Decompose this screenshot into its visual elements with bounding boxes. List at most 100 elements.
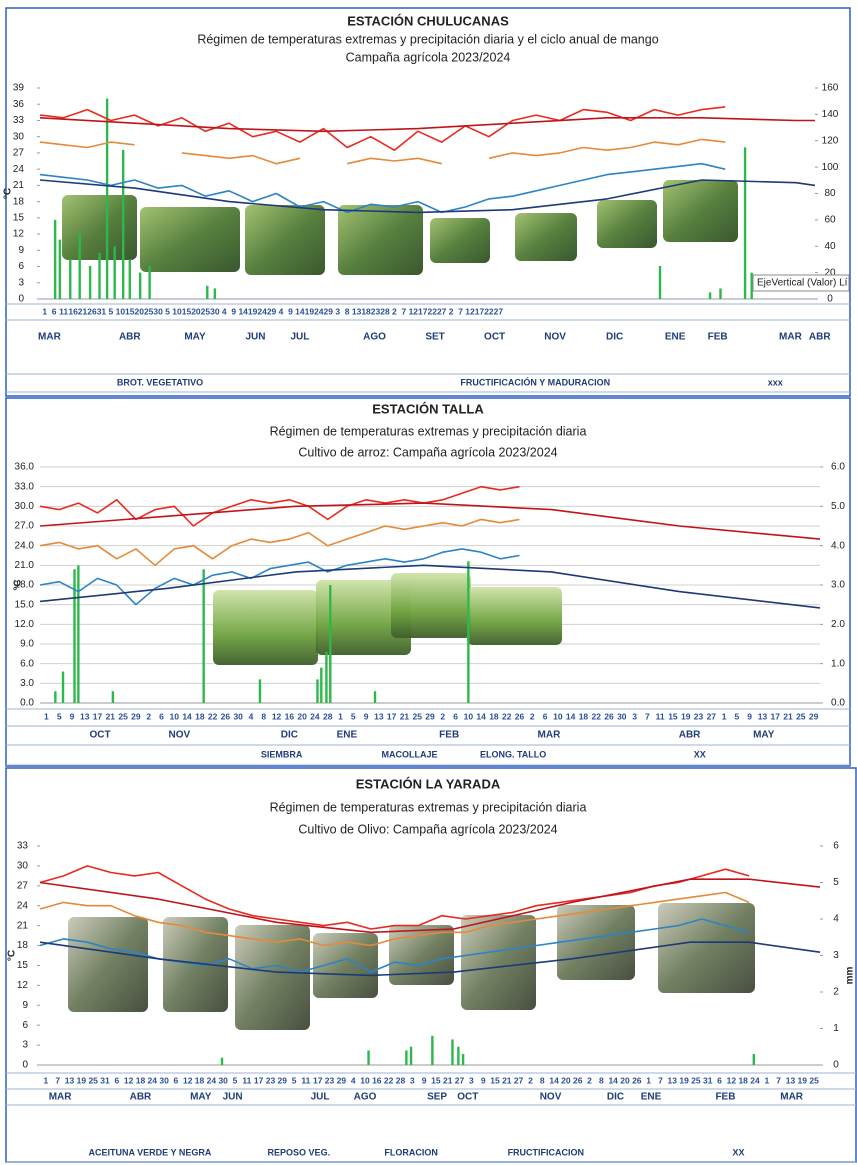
y-tick-label: 0 — [18, 294, 24, 305]
precip-bar — [202, 569, 205, 703]
day-label: 20 — [135, 306, 145, 316]
y-tick-label: 24 — [13, 164, 25, 175]
crop-photo — [316, 580, 411, 655]
precip-bar — [53, 219, 57, 299]
crop-photo — [245, 205, 325, 275]
temperature-line — [39, 878, 821, 934]
y-tick-label: 18 — [13, 196, 25, 207]
crop-photo — [467, 587, 562, 645]
day-label: 24 — [750, 1075, 760, 1085]
day-label: 24 — [314, 306, 324, 316]
day-label: 19 — [681, 711, 691, 721]
y-tick-label: 24 — [17, 900, 29, 911]
y-tick-label: 36 — [13, 99, 25, 110]
y-tick-label: 3.0 — [20, 678, 34, 689]
chart-subtitle: Régimen de temperaturas extremas y preci… — [197, 32, 658, 46]
day-label: 21 — [78, 306, 88, 316]
crop-photo — [389, 925, 454, 985]
stage-label: ELONG. TALLO — [480, 749, 546, 759]
tooltip-box — [752, 274, 850, 292]
y-tick-label: 18.0 — [15, 580, 35, 591]
y-tick-label: 0.0 — [20, 698, 34, 709]
day-label: 29 — [425, 711, 435, 721]
day-label: 17 — [771, 711, 781, 721]
day-label: 29 — [324, 306, 334, 316]
day-label: 6 — [453, 711, 458, 721]
day-label: 19 — [77, 1075, 87, 1085]
day-label: 10 — [360, 1075, 370, 1085]
crop-photo — [313, 933, 378, 998]
day-label: 10 — [464, 711, 474, 721]
precip-bar — [752, 1054, 756, 1065]
crop-photo — [213, 590, 318, 665]
day-label: 12 — [124, 1075, 134, 1085]
day-label: 30 — [153, 306, 163, 316]
day-label: 18 — [489, 711, 499, 721]
day-label: 18 — [195, 711, 205, 721]
y-axis-label: °C — [7, 950, 18, 961]
day-label: 22 — [208, 711, 218, 721]
day-label: 23 — [371, 306, 381, 316]
chart-panel: ESTACIÓN CHULUCANAS Régimen de temperatur… — [3, 7, 851, 397]
crop-photo — [140, 207, 240, 272]
precip-bar — [113, 246, 116, 299]
y-tick-label: 3 — [18, 277, 24, 288]
y-axis-label: °C — [13, 579, 24, 590]
y-tick-label: 27 — [13, 148, 25, 159]
temperature-line — [39, 138, 726, 165]
precip-bar — [73, 569, 76, 703]
chart-subtitle: Régimen de temperaturas extremas y preci… — [270, 800, 587, 814]
day-label: 26 — [515, 711, 525, 721]
crop-photo — [391, 573, 471, 638]
day-label: 11 — [242, 1075, 251, 1085]
day-label: 6 — [114, 1075, 119, 1085]
precip-bar — [750, 272, 753, 299]
day-label: 29 — [267, 306, 277, 316]
temperature-line — [39, 485, 520, 527]
y2-tick-label: 80 — [824, 188, 836, 199]
y-tick-label: 6.0 — [20, 658, 34, 669]
day-label: 5 — [165, 306, 170, 316]
day-label: 5 — [57, 711, 62, 721]
stage-label: REPOSO VEG. — [268, 1147, 331, 1157]
day-label: 14 — [566, 711, 576, 721]
day-label: 3 — [410, 1075, 415, 1085]
day-label: 28 — [380, 306, 390, 316]
day-label: 19 — [305, 306, 315, 316]
y-tick-label: 21.0 — [15, 560, 35, 571]
day-label: 16 — [68, 306, 78, 316]
day-label: 6 — [159, 711, 164, 721]
day-label: 10 — [170, 711, 180, 721]
crop-photo — [515, 213, 577, 261]
y2-tick-label: 0 — [833, 1060, 839, 1071]
day-label: 27 — [455, 1075, 465, 1085]
day-label: 4 — [279, 306, 284, 316]
day-label: 20 — [561, 1075, 571, 1085]
day-label: 1 — [44, 1075, 49, 1085]
day-label: 2 — [440, 711, 445, 721]
day-label: 13 — [374, 711, 384, 721]
precip-bar — [69, 259, 72, 299]
month-label: ENE — [337, 730, 358, 741]
temperature-line — [39, 941, 821, 977]
y-tick-label: 9 — [18, 245, 24, 256]
day-label: 28 — [396, 1075, 406, 1085]
y-tick-label: 39 — [13, 83, 25, 94]
day-label: 2 — [392, 306, 397, 316]
stage-label: SIEMBRA — [261, 749, 303, 759]
month-label: JUL — [311, 1092, 330, 1103]
y-tick-label: 27.0 — [15, 521, 35, 532]
precip-bar — [111, 691, 115, 703]
y-tick-label: 24.0 — [15, 540, 35, 551]
y-tick-label: 15.0 — [15, 599, 35, 610]
precip-bar — [457, 1046, 460, 1065]
temperature-line — [39, 162, 726, 214]
day-label: 9 — [422, 1075, 427, 1085]
precip-bar — [719, 288, 722, 299]
day-label: 1 — [42, 306, 47, 316]
day-label: 29 — [337, 1075, 347, 1085]
day-label: 10 — [116, 306, 126, 316]
temperature-line — [39, 865, 750, 930]
y-tick-label: 33 — [13, 115, 25, 126]
